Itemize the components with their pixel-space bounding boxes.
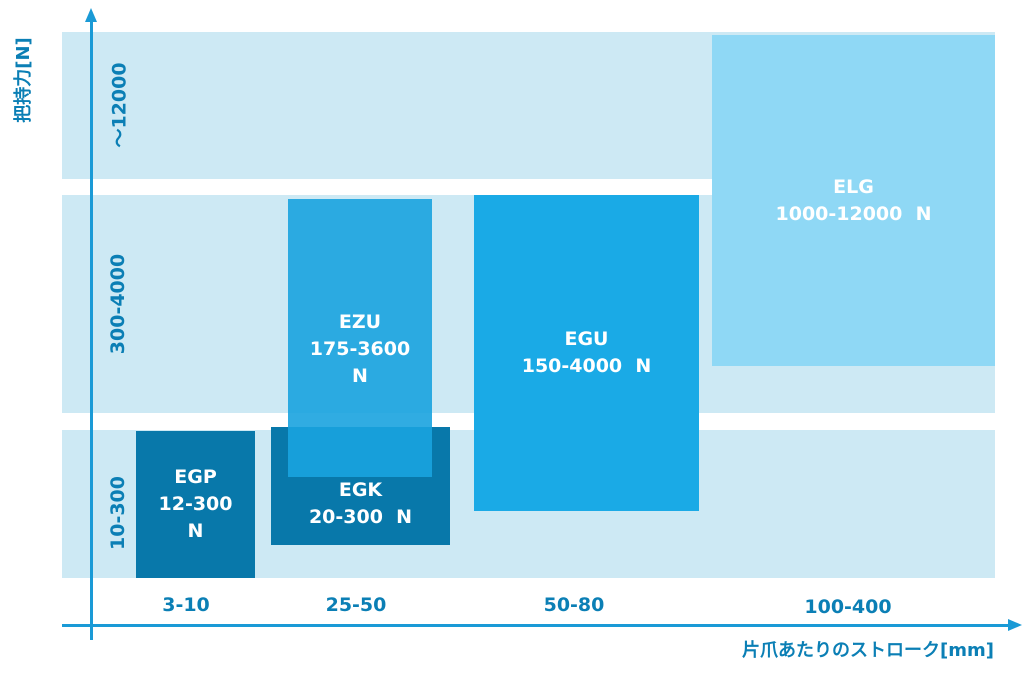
product-box-elg: ELG 1000-12000 N [712,35,995,366]
y-axis-title: 把持力[N] [13,37,34,123]
x-category-label: 50-80 [543,594,605,616]
product-name: EGU [564,328,609,350]
product-range: 150-4000 N [521,355,652,377]
y-band-label-bottom: 10-300 [107,476,129,550]
product-range-unit: N [187,520,204,542]
product-box-egp: EGP 12-300 N [136,431,255,578]
y-axis-line [90,20,93,640]
product-box-egu: EGU 150-4000 N [474,195,699,511]
product-name: ELG [833,175,874,198]
x-axis-title: 片爪あたりのストローク[mm] [742,640,994,661]
x-category-label: 3-10 [162,594,210,616]
product-range: 1000-12000 N [775,202,932,225]
product-range-unit: N [352,365,368,387]
product-range: 20-300 N [308,506,413,528]
y-band-label-middle: 300-4000 [107,253,129,355]
product-range: 12-300 [158,493,233,515]
y-band-label-top: ～12000 [108,62,131,148]
y-axis-arrow-icon [85,8,97,22]
product-range: 175-3600 [309,338,411,360]
product-name: EZU [338,311,382,333]
x-axis-line [62,624,1010,627]
x-category-label: 25-50 [325,594,387,616]
product-name: EGK [338,479,383,501]
product-box-ezu: EZU 175-3600 N [288,199,432,477]
x-category-label: 100-400 [804,596,892,618]
x-axis-arrow-icon [1008,619,1022,631]
product-name: EGP [174,466,217,488]
